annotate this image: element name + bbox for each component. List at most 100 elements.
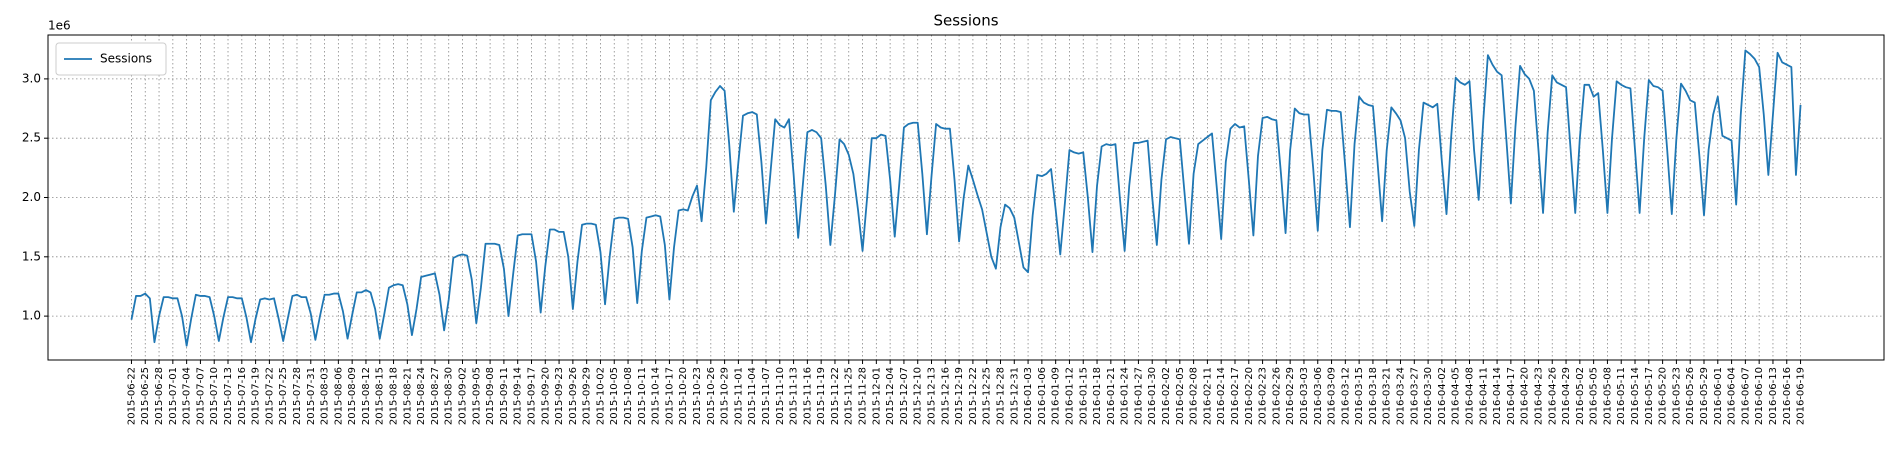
x-tick-label: 2016-05-26 xyxy=(1685,367,1696,425)
x-tick-label: 2015-06-25 xyxy=(140,367,151,425)
x-tick-label: 2016-02-08 xyxy=(1189,367,1200,425)
x-tick-label: 2015-09-05 xyxy=(471,367,482,425)
x-tick-label: 2016-06-07 xyxy=(1740,367,1751,425)
x-tick-label: 2016-02-26 xyxy=(1271,367,1282,425)
x-tick-label: 2016-05-02 xyxy=(1575,367,1586,425)
x-tick-label: 2015-09-08 xyxy=(485,367,496,425)
x-tick-label: 2016-02-14 xyxy=(1216,367,1227,425)
x-tick-label: 2016-03-09 xyxy=(1327,367,1338,425)
x-tick-label: 2016-06-16 xyxy=(1782,367,1793,425)
x-tick-label: 2016-01-09 xyxy=(1051,367,1062,425)
x-tick-label: 2015-12-01 xyxy=(871,367,882,425)
x-tick-label: 2015-09-23 xyxy=(554,367,565,425)
x-tick-label: 2015-11-28 xyxy=(858,367,869,425)
x-tick-label: 2015-07-01 xyxy=(168,367,179,425)
x-tick-label: 2016-05-20 xyxy=(1658,367,1669,425)
x-tick-label: 2016-04-20 xyxy=(1520,367,1531,425)
x-tick-label: 2015-10-14 xyxy=(651,367,662,425)
x-tick-label: 2015-11-22 xyxy=(830,367,841,425)
x-tick-label: 2015-08-30 xyxy=(444,367,455,425)
x-tick-label: 2016-03-24 xyxy=(1396,367,1407,425)
x-tick-label: 2015-09-29 xyxy=(582,367,593,425)
x-tick-label: 2016-04-05 xyxy=(1451,367,1462,425)
x-tick-label: 2015-10-26 xyxy=(706,367,717,425)
x-tick-label: 2016-05-17 xyxy=(1644,367,1655,425)
x-tick-label: 2016-05-23 xyxy=(1671,367,1682,425)
x-tick-label: 2015-11-25 xyxy=(844,367,855,425)
x-tick-label: 2015-08-06 xyxy=(333,367,344,425)
x-tick-label: 2015-11-19 xyxy=(816,367,827,425)
x-tick-label: 2015-12-28 xyxy=(995,367,1006,425)
x-tick-label: 2016-05-29 xyxy=(1699,367,1710,425)
x-tick-label: 2016-01-30 xyxy=(1147,367,1158,425)
x-tick-label: 2016-04-29 xyxy=(1561,367,1572,425)
x-tick-label: 2015-09-26 xyxy=(568,367,579,425)
x-tick-label: 2015-10-08 xyxy=(623,367,634,425)
x-tick-label: 2015-10-29 xyxy=(720,367,731,425)
x-tick-label: 2015-08-03 xyxy=(320,367,331,425)
x-tick-label: 2016-01-12 xyxy=(1064,367,1075,425)
x-tick-label: 2015-08-24 xyxy=(416,367,427,425)
x-tick-label: 2016-06-04 xyxy=(1727,367,1738,425)
x-tick-label: 2015-08-15 xyxy=(375,367,386,425)
x-tick-label: 2015-09-20 xyxy=(540,367,551,425)
legend-box xyxy=(55,42,167,76)
x-tick-label: 2016-01-03 xyxy=(1023,367,1034,425)
x-tick-label: 2015-06-22 xyxy=(126,367,137,425)
x-tick-label: 2015-12-16 xyxy=(940,367,951,425)
x-tick-label: 2015-10-23 xyxy=(692,367,703,425)
x-tick-label: 2016-06-13 xyxy=(1768,367,1779,425)
x-tick-label: 2016-04-14 xyxy=(1492,367,1503,425)
y-tick-label: 3.0 xyxy=(22,71,41,85)
x-tick-label: 2016-01-15 xyxy=(1078,367,1089,425)
x-tick-label: 2016-02-20 xyxy=(1244,367,1255,425)
x-tick-label: 2015-12-19 xyxy=(954,367,965,425)
x-tick-label: 2016-01-06 xyxy=(1037,367,1048,425)
x-tick-label: 2016-01-18 xyxy=(1092,367,1103,425)
x-tick-label: 2015-07-04 xyxy=(182,367,193,425)
x-tick-label: 2015-12-22 xyxy=(968,367,979,425)
x-tick-label: 2015-08-18 xyxy=(389,367,400,425)
x-tick-label: 2016-01-27 xyxy=(1133,367,1144,425)
x-tick-label: 2015-06-28 xyxy=(154,367,165,425)
x-tick-label: 2015-08-27 xyxy=(430,367,441,425)
x-tick-label: 2015-12-07 xyxy=(899,367,910,425)
x-tick-label: 2016-03-18 xyxy=(1368,367,1379,425)
x-tick-label: 2015-08-12 xyxy=(361,367,372,425)
x-tick-label: 2016-02-29 xyxy=(1285,367,1296,425)
chart-title: Sessions xyxy=(933,12,998,30)
x-tick-label: 2015-11-10 xyxy=(775,367,786,425)
x-tick-label: 2016-01-24 xyxy=(1120,367,1131,425)
x-tick-label: 2016-03-15 xyxy=(1354,367,1365,425)
x-tick-label: 2015-09-02 xyxy=(458,367,469,425)
x-tick-label: 2016-06-01 xyxy=(1713,367,1724,425)
x-tick-label: 2015-08-21 xyxy=(402,367,413,425)
x-tick-label: 2016-06-19 xyxy=(1796,367,1807,425)
x-tick-label: 2015-07-31 xyxy=(306,367,317,425)
x-tick-label: 2016-04-23 xyxy=(1533,367,1544,425)
x-tick-label: 2016-05-05 xyxy=(1589,367,1600,425)
y-tick-label: 1.5 xyxy=(22,249,41,263)
y-tick-label: 1.0 xyxy=(22,309,41,323)
x-tick-label: 2016-05-08 xyxy=(1602,367,1613,425)
x-tick-label: 2016-04-11 xyxy=(1478,367,1489,425)
x-tick-label: 2016-03-27 xyxy=(1409,367,1420,425)
x-tick-label: 2015-12-25 xyxy=(982,367,993,425)
x-tick-label: 2016-06-10 xyxy=(1754,367,1765,425)
x-tick-label: 2016-03-06 xyxy=(1313,367,1324,425)
x-tick-label: 2015-07-22 xyxy=(264,367,275,425)
x-tick-label: 2015-07-07 xyxy=(195,367,206,425)
x-tick-label: 2016-02-23 xyxy=(1258,367,1269,425)
x-tick-label: 2015-09-14 xyxy=(513,367,524,425)
x-tick-label: 2016-03-03 xyxy=(1299,367,1310,425)
x-tick-label: 2016-01-21 xyxy=(1106,367,1117,425)
legend: Sessions xyxy=(55,42,167,76)
series-line xyxy=(130,49,1802,347)
x-tick-label: 2015-08-09 xyxy=(347,367,358,425)
y-tick-label: 2.0 xyxy=(22,190,41,204)
x-tick-label: 2015-07-25 xyxy=(278,367,289,425)
x-tick-label: 2015-07-28 xyxy=(292,367,303,425)
x-tick-label: 2016-02-17 xyxy=(1230,367,1241,425)
